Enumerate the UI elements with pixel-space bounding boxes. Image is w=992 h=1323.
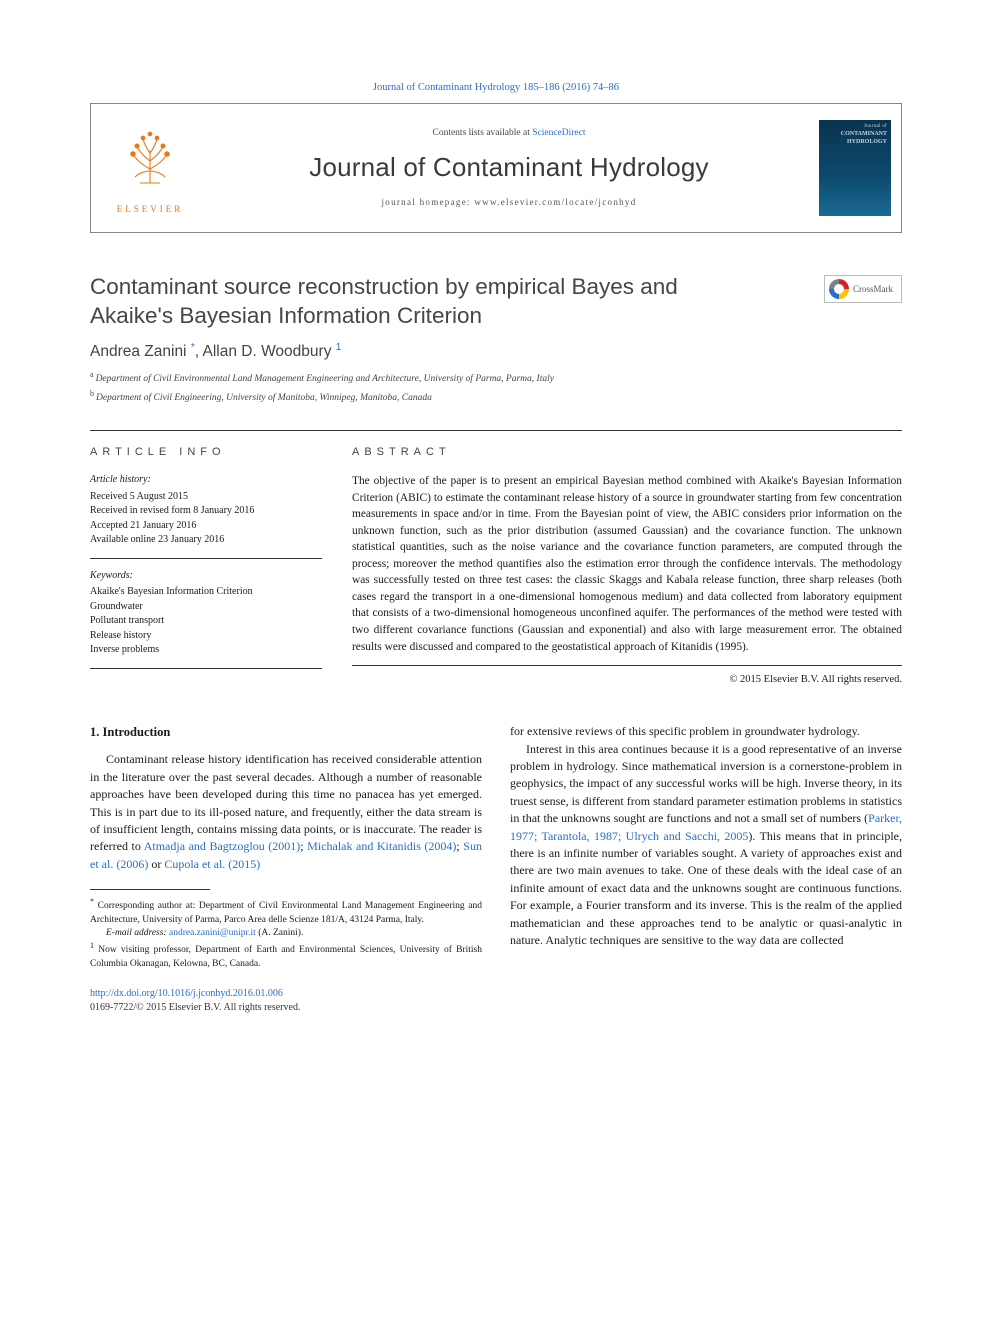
article-history-block: Article history: Received 5 August 2015 … bbox=[90, 473, 322, 559]
keywords-block: Keywords: Akaike's Bayesian Information … bbox=[90, 569, 322, 669]
sciencedirect-link[interactable]: ScienceDirect bbox=[532, 128, 585, 138]
email-after: (A. Zanini). bbox=[256, 928, 304, 938]
article-info-heading: article info bbox=[90, 445, 322, 461]
citation-link[interactable]: Michalak and Kitanidis (2004) bbox=[307, 839, 456, 853]
history-line: Received in revised form 8 January 2016 bbox=[90, 504, 322, 519]
affiliation-a: aDepartment of Civil Environmental Land … bbox=[90, 369, 902, 387]
journal-cover-thumb: Journal of CONTAMINANT HYDROLOGY bbox=[819, 120, 891, 216]
footnote-text: Corresponding author at: Department of C… bbox=[90, 901, 482, 924]
contents-line: Contents lists available at ScienceDirec… bbox=[432, 127, 585, 141]
crossmark-badge[interactable]: CrossMark bbox=[824, 275, 902, 303]
journal-homepage[interactable]: journal homepage: www.elsevier.com/locat… bbox=[381, 196, 636, 209]
cover-thumb-cell: Journal of CONTAMINANT HYDROLOGY bbox=[809, 104, 901, 232]
abstract-text: The objective of the paper is to present… bbox=[352, 473, 902, 666]
affil-text: Department of Civil Environmental Land M… bbox=[96, 375, 554, 385]
cover-line-3: HYDROLOGY bbox=[847, 139, 887, 146]
publisher-name: ELSEVIER bbox=[117, 203, 184, 216]
header-center: Contents lists available at ScienceDirec… bbox=[209, 104, 809, 232]
email-label: E-mail address: bbox=[106, 928, 169, 938]
abstract-column: abstract The objective of the paper is t… bbox=[352, 445, 902, 687]
author-2-sup[interactable]: 1 bbox=[336, 342, 342, 353]
footnotes-rule bbox=[90, 889, 210, 890]
citation-link[interactable]: Atmadja and Bagtzoglou (2001) bbox=[144, 839, 301, 853]
doi-link[interactable]: http://dx.doi.org/10.1016/j.jconhyd.2016… bbox=[90, 987, 902, 1002]
footnote-marker: 1 bbox=[90, 941, 94, 950]
elsevier-tree-icon bbox=[115, 121, 185, 201]
email-link[interactable]: andrea.zanini@unipr.it bbox=[169, 928, 256, 938]
crossmark-label: CrossMark bbox=[853, 283, 893, 296]
footnote-1: 1 Now visiting professor, Department of … bbox=[90, 940, 482, 971]
affil-text: Department of Civil Engineering, Univers… bbox=[96, 394, 432, 404]
author-2: Allan D. Woodbury bbox=[203, 343, 332, 360]
history-line: Received 5 August 2015 bbox=[90, 490, 322, 505]
footnote-text: Now visiting professor, Department of Ea… bbox=[90, 945, 482, 968]
journal-title: Journal of Contaminant Hydrology bbox=[309, 149, 709, 187]
info-abstract-row: article info Article history: Received 5… bbox=[90, 430, 902, 687]
keyword: Groundwater bbox=[90, 600, 322, 615]
para-text: or bbox=[148, 857, 164, 871]
author-list: Andrea Zanini *, Allan D. Woodbury 1 bbox=[90, 341, 902, 364]
keyword: Akaike's Bayesian Information Criterion bbox=[90, 585, 322, 600]
elsevier-logo: ELSEVIER bbox=[105, 118, 195, 218]
paragraph: for extensive reviews of this specific p… bbox=[510, 723, 902, 740]
section-heading-intro: 1. Introduction bbox=[90, 723, 482, 741]
para-text: ). This means that in principle, there i… bbox=[510, 829, 902, 947]
cover-line-1: Journal of bbox=[864, 124, 887, 130]
affil-sup: b bbox=[90, 389, 94, 398]
keyword: Inverse problems bbox=[90, 643, 322, 658]
author-sep: , bbox=[195, 343, 203, 360]
para-text: Interest in this area continues because … bbox=[510, 742, 902, 826]
cover-line-2: CONTAMINANT bbox=[841, 131, 887, 138]
author-1: Andrea Zanini bbox=[90, 343, 187, 360]
article-info-column: article info Article history: Received 5… bbox=[90, 445, 322, 687]
abstract-heading: abstract bbox=[352, 445, 902, 461]
contents-prefix: Contents lists available at bbox=[432, 128, 532, 138]
keyword: Pollutant transport bbox=[90, 614, 322, 629]
running-header-link[interactable]: Journal of Contaminant Hydrology 185–186… bbox=[90, 80, 902, 95]
body-col-right: for extensive reviews of this specific p… bbox=[510, 723, 902, 971]
body-col-left: 1. Introduction Contaminant release hist… bbox=[90, 723, 482, 971]
affiliation-b: bDepartment of Civil Engineering, Univer… bbox=[90, 388, 902, 406]
footnote-marker: * bbox=[90, 897, 94, 906]
page: Journal of Contaminant Hydrology 185–186… bbox=[0, 0, 992, 1076]
footnote-corresponding: * Corresponding author at: Department of… bbox=[90, 896, 482, 927]
citation-link[interactable]: Cupola et al. (2015) bbox=[164, 857, 260, 871]
body-columns: 1. Introduction Contaminant release hist… bbox=[90, 723, 902, 971]
history-line: Available online 23 January 2016 bbox=[90, 533, 322, 548]
publisher-logo-cell: ELSEVIER bbox=[91, 104, 209, 232]
history-line: Accepted 21 January 2016 bbox=[90, 519, 322, 534]
affiliations: aDepartment of Civil Environmental Land … bbox=[90, 369, 902, 406]
footnote-email: E-mail address: andrea.zanini@unipr.it (… bbox=[90, 927, 482, 940]
keywords-label: Keywords: bbox=[90, 569, 322, 584]
issn-copyright: 0169-7722/© 2015 Elsevier B.V. All right… bbox=[90, 1001, 902, 1016]
paragraph: Interest in this area continues because … bbox=[510, 741, 902, 950]
paragraph: Contaminant release history identificati… bbox=[90, 751, 482, 873]
abstract-copyright: © 2015 Elsevier B.V. All rights reserved… bbox=[352, 672, 902, 687]
article-title: Contaminant source reconstruction by emp… bbox=[90, 273, 730, 331]
history-label: Article history: bbox=[90, 473, 322, 488]
journal-header-block: ELSEVIER Contents lists available at Sci… bbox=[90, 103, 902, 233]
crossmark-icon bbox=[829, 279, 849, 299]
title-block: Contaminant source reconstruction by emp… bbox=[90, 273, 902, 331]
keyword: Release history bbox=[90, 629, 322, 644]
affil-sup: a bbox=[90, 370, 94, 379]
footnotes: * Corresponding author at: Department of… bbox=[90, 896, 482, 971]
